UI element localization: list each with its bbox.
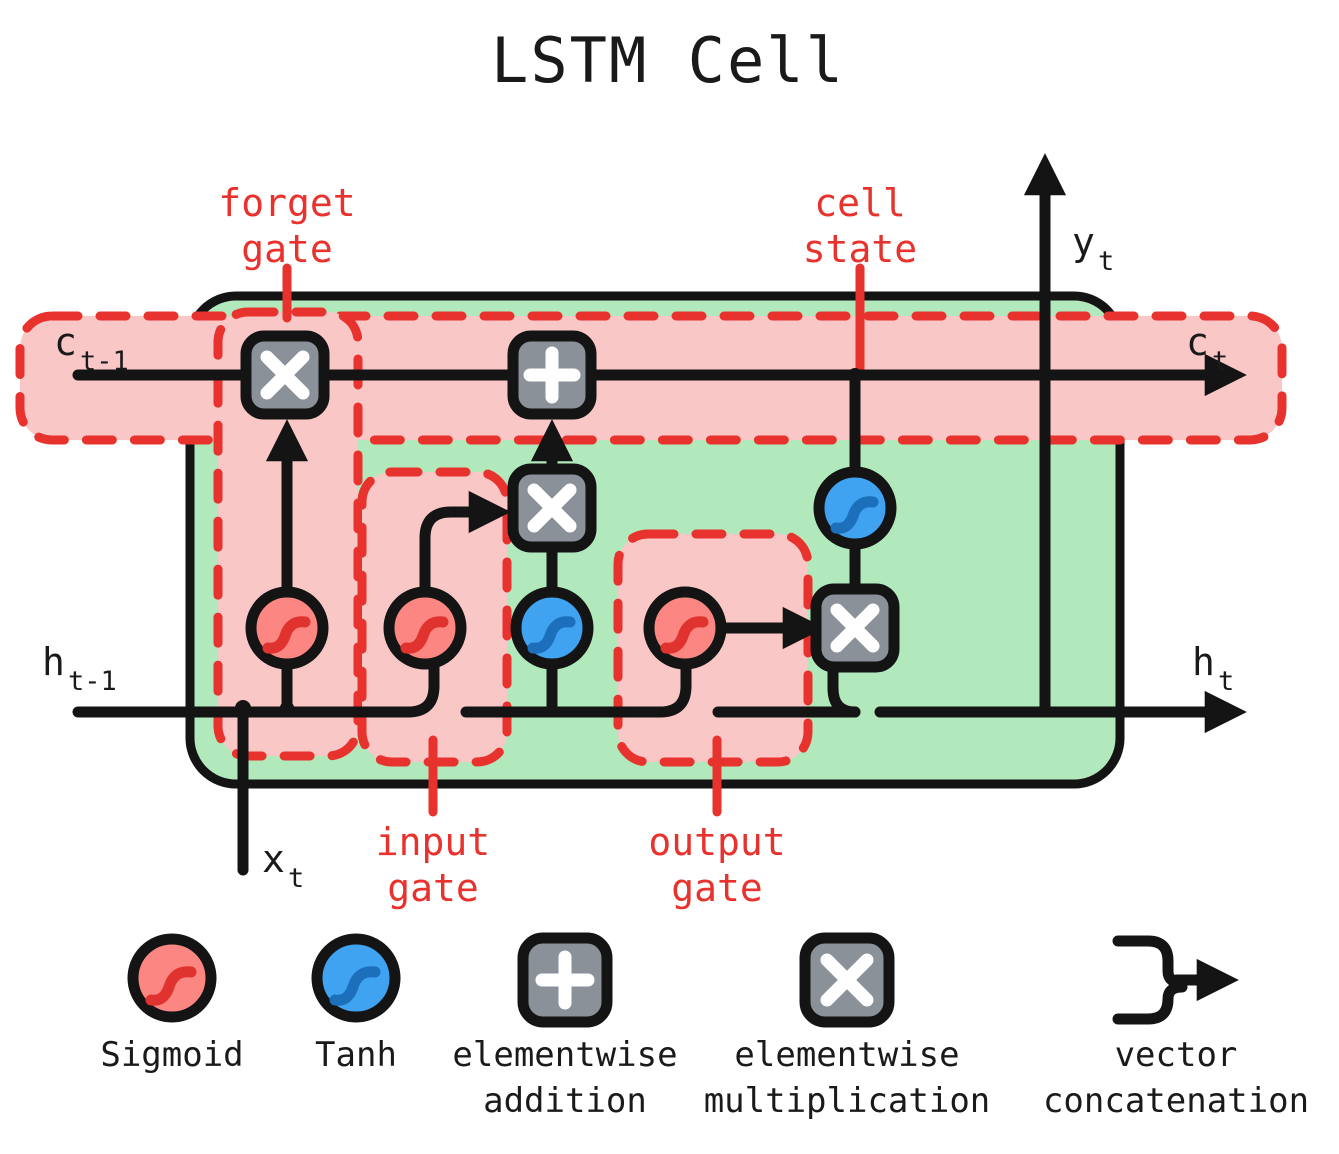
y-out-sub: t (1098, 246, 1114, 277)
elementwise-multiplication-icon-output (810, 583, 900, 673)
cell-state-label-line1: cell (814, 181, 906, 225)
x-in-base: x (262, 837, 285, 881)
output-gate-label-line2: gate (671, 866, 763, 910)
h-prev-base: h (42, 640, 65, 684)
elementwise-multiplication-icon-forget (240, 330, 330, 420)
legend-item-concatenation: vector concatenation (1043, 935, 1309, 1121)
y-out-base: y (1072, 220, 1095, 264)
c-prev-base: c (54, 320, 77, 364)
elementwise-multiplication-icon-input (507, 463, 597, 553)
legend-label-concatenation: vector (1115, 1035, 1238, 1075)
input-gate-wire (419, 490, 511, 602)
y-out-label: y t (1072, 220, 1114, 277)
legend-item-addition: elementwise addition (452, 932, 678, 1121)
forget-gate-label-line1: forget (218, 181, 355, 225)
forget-gate-label-line2: gate (241, 227, 333, 271)
x-in-label: x t (262, 837, 304, 894)
c-out-label: c t (1186, 320, 1228, 377)
hidden-state-wire (72, 656, 1247, 734)
c-out-sub: t (1212, 346, 1228, 377)
h-out-base: h (1192, 640, 1215, 684)
output-gate-label-line1: output (648, 820, 785, 864)
h-out-sub: t (1218, 666, 1234, 697)
legend-label-sigmoid: Sigmoid (100, 1035, 243, 1075)
h-out-label: h t (1192, 640, 1234, 697)
tanh-circle-icon-candidate (510, 586, 594, 670)
legend-label-tanh: Tanh (315, 1035, 397, 1075)
page-title: LSTM Cell (491, 24, 845, 97)
vector-concatenation-icon-bottom (1112, 981, 1188, 1025)
legend-label-addition: elementwise (452, 1035, 677, 1075)
x-in-sub: t (288, 863, 304, 894)
input-gate-label-line1: input (376, 820, 490, 864)
legend-item-multiplication: elementwise multiplication (704, 932, 991, 1121)
legend-item-tanh: Tanh (311, 933, 401, 1075)
input-gate-label-line2: gate (387, 866, 479, 910)
legend-label-multiplication-line2: multiplication (704, 1081, 991, 1121)
sigmoid-circle-icon-forget (245, 586, 329, 670)
sigmoid-circle-icon-output (643, 586, 727, 670)
legend-label-multiplication: elementwise (734, 1035, 959, 1075)
legend-label-addition-line2: addition (483, 1081, 647, 1121)
legend-item-sigmoid: Sigmoid (100, 933, 244, 1075)
c-out-base: c (1186, 320, 1209, 364)
h-prev-label: h t-1 (42, 640, 117, 697)
cell-state-label-line2: state (803, 227, 917, 271)
legend-label-concatenation-line2: concatenation (1043, 1081, 1309, 1121)
c-prev-sub: t-1 (80, 346, 129, 377)
elementwise-addition-icon-cell (507, 330, 597, 420)
h-prev-sub: t-1 (68, 666, 117, 697)
tanh-circle-icon-cell (813, 466, 897, 550)
sigmoid-circle-icon-input (383, 586, 467, 670)
c-prev-label: c t-1 (54, 320, 129, 377)
